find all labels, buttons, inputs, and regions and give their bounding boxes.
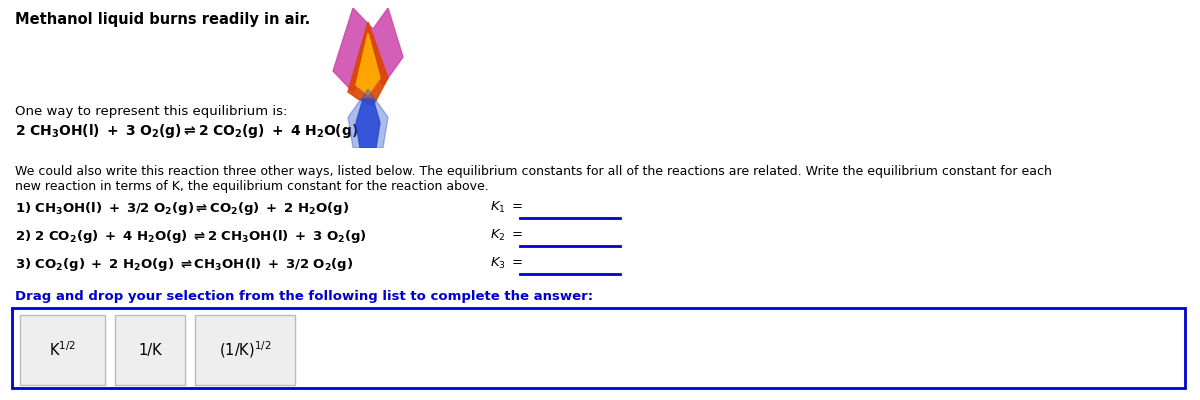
Polygon shape [356,33,380,95]
Polygon shape [348,89,388,148]
Text: new reaction in terms of K, the equilibrium constant for the reaction above.: new reaction in terms of K, the equilibr… [14,180,488,193]
Text: 1/K: 1/K [138,342,162,358]
Text: $K_1\ =$: $K_1\ =$ [490,200,523,215]
FancyBboxPatch shape [194,315,295,385]
Text: $K_3\ =$: $K_3\ =$ [490,256,523,271]
FancyBboxPatch shape [12,308,1186,388]
Polygon shape [334,8,403,92]
Text: $\mathbf{2)\ 2\ CO_2(g)\ +\ 4\ H_2O(g)\ {\rightleftharpoons}2\ CH_3OH(l)\ +\ 3\ : $\mathbf{2)\ 2\ CO_2(g)\ +\ 4\ H_2O(g)\ … [14,228,367,245]
Text: (1/K)$^{1/2}$: (1/K)$^{1/2}$ [218,340,271,360]
Text: $\mathbf{2\ CH_3OH(l)\ +\ 3\ O_2(g){\rightleftharpoons}2\ CO_2(g)\ +\ 4\ H_2O(g): $\mathbf{2\ CH_3OH(l)\ +\ 3\ O_2(g){\rig… [14,122,359,140]
FancyBboxPatch shape [20,315,106,385]
Text: $\mathbf{3)\ CO_2(g)\ +\ 2\ H_2O(g)\ {\rightleftharpoons}CH_3OH(l)\ +\ 3/2\ O_2(: $\mathbf{3)\ CO_2(g)\ +\ 2\ H_2O(g)\ {\r… [14,256,353,273]
Text: K$^{1/2}$: K$^{1/2}$ [49,341,76,359]
Text: Drag and drop your selection from the following list to complete the answer:: Drag and drop your selection from the fo… [14,290,593,303]
Text: $\mathbf{1)\ CH_3OH(l)\ +\ 3/2\ O_2(g){\rightleftharpoons}CO_2(g)\ +\ 2\ H_2O(g): $\mathbf{1)\ CH_3OH(l)\ +\ 3/2\ O_2(g){\… [14,200,349,217]
Text: One way to represent this equilibrium is:: One way to represent this equilibrium is… [14,105,287,118]
Text: We could also write this reaction three other ways, listed below. The equilibriu: We could also write this reaction three … [14,165,1052,178]
Text: Methanol liquid burns readily in air.: Methanol liquid burns readily in air. [14,12,311,27]
Polygon shape [356,99,380,148]
Polygon shape [348,22,388,106]
FancyBboxPatch shape [115,315,185,385]
Text: $K_2\ =$: $K_2\ =$ [490,228,523,243]
